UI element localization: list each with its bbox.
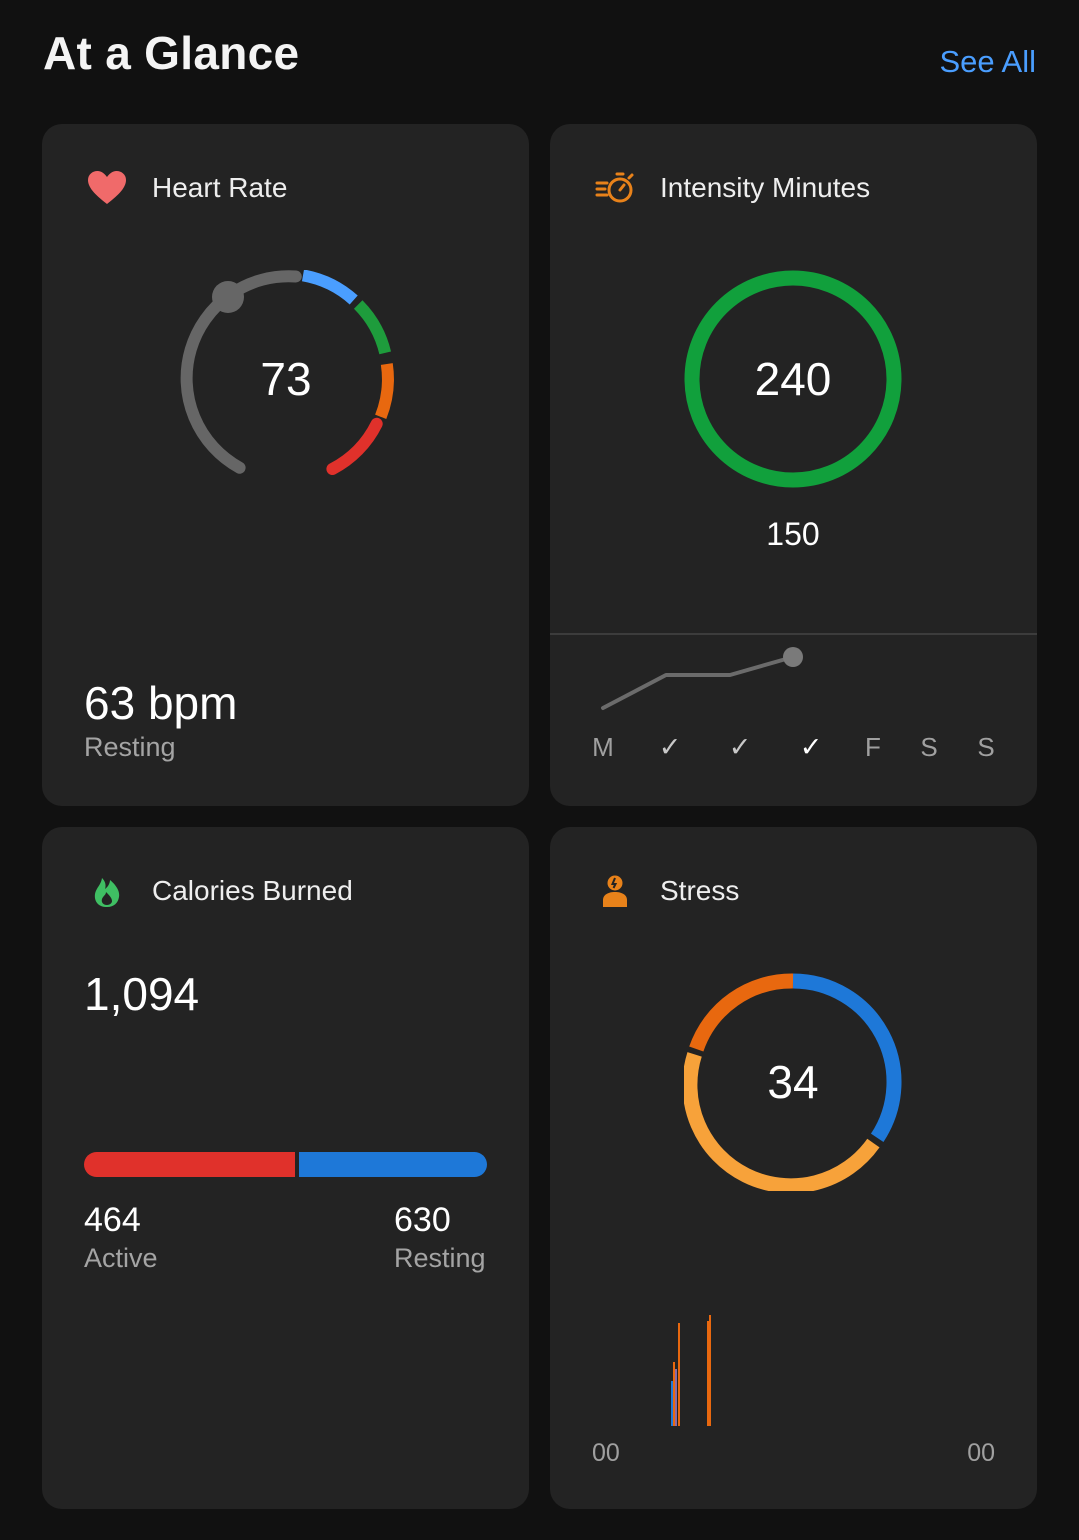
heart-rate-header: Heart Rate (86, 168, 287, 208)
intensity-minutes-value: 240 (754, 353, 832, 405)
resting-calories-value: 630 (394, 1201, 451, 1239)
day-check-icon: ✓ (728, 732, 752, 762)
intensity-minutes-ring (684, 270, 902, 488)
active-calories-bar (84, 1152, 295, 1177)
day-label: S (977, 732, 995, 762)
heart-icon (86, 168, 128, 208)
intensity-minutes-goal: 150 (766, 516, 820, 552)
stress-ring (684, 973, 902, 1191)
calories-header: Calories Burned (86, 871, 353, 911)
see-all-link[interactable]: See All (939, 44, 1036, 79)
stress-axis-end: 00 (967, 1439, 995, 1467)
stress-timeline-chart (671, 1315, 711, 1426)
heart-rate-card[interactable]: Heart Rate 73 63 bpm Resting (42, 124, 529, 806)
intensity-minutes-header: Intensity Minutes (594, 168, 870, 208)
flame-icon (86, 871, 128, 911)
intensity-minutes-label: Intensity Minutes (660, 172, 871, 203)
intensity-minutes-card[interactable]: Intensity Minutes 240 150 M ✓ ✓ ✓ F S S (550, 124, 1037, 806)
resting-heart-rate-value: 63 bpm (84, 677, 238, 729)
day-check-icon: ✓ (799, 732, 823, 762)
resting-calories-label: Resting (394, 1243, 486, 1273)
stress-card[interactable]: Stress 34 00 00 (550, 827, 1037, 1509)
day-label: F (865, 732, 881, 762)
day-check-icon: ✓ (658, 732, 682, 762)
day-label: S (920, 732, 938, 762)
stress-header: Stress (594, 871, 739, 911)
calories-card[interactable]: Calories Burned 1,094 464 Active 630 Res… (42, 827, 529, 1509)
stress-axis-start: 00 (592, 1439, 620, 1467)
resting-calories-bar (299, 1152, 487, 1177)
stopwatch-icon (594, 168, 636, 208)
stress-person-icon (594, 871, 636, 911)
stress-label: Stress (660, 875, 740, 906)
calories-total: 1,094 (84, 968, 200, 1020)
resting-heart-rate-label: Resting (84, 732, 176, 762)
day-label: M (592, 732, 614, 762)
weekly-progress-line (601, 647, 803, 710)
heart-rate-current: 73 (260, 353, 312, 405)
active-calories-label: Active (84, 1243, 158, 1273)
active-calories-value: 464 (84, 1201, 141, 1239)
heart-rate-gauge (180, 270, 394, 475)
page-title: At a Glance (43, 27, 300, 79)
stress-value: 34 (767, 1056, 819, 1108)
calories-label: Calories Burned (152, 875, 353, 906)
heart-rate-label: Heart Rate (152, 172, 288, 203)
intensity-divider (550, 633, 1037, 635)
